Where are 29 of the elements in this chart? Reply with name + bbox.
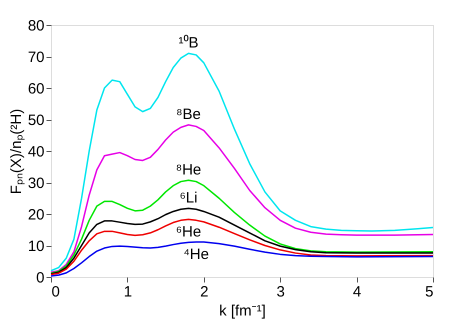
y-tick-label: 20	[28, 206, 44, 224]
y-tick-label: 70	[28, 49, 44, 66]
x-tick-label: 1	[124, 284, 132, 300]
line-series	[50, 218, 434, 276]
annotation: ¹⁰B	[178, 34, 199, 52]
annotation: ⁴He	[183, 246, 209, 264]
x-axis-title: k [fm⁻¹]	[219, 302, 266, 320]
y-tick-label: 10	[28, 238, 44, 255]
line-series	[50, 180, 434, 274]
y-axis-title: Fₚₙ(X)/nₚ(²H)	[8, 108, 25, 194]
annotation: ⁸He	[176, 161, 202, 178]
y-tick-label: 30	[28, 175, 44, 192]
annotation: ⁸Be	[176, 106, 201, 123]
x-tick-label: 2	[200, 284, 208, 300]
y-tick-label: 0	[36, 270, 44, 286]
y-tick-label: 50	[28, 112, 44, 129]
line-series	[50, 124, 434, 274]
x-tick-label: 3	[276, 284, 285, 300]
annotation: ⁶He	[176, 223, 202, 240]
annotation: ⁶Li	[180, 189, 198, 206]
y-tick-label: 40	[28, 144, 44, 160]
x-tick-label: 4	[352, 284, 362, 300]
line-series	[50, 208, 434, 275]
y-tick-label: 80	[28, 18, 44, 34]
x-tick-label: 0	[52, 284, 60, 300]
x-tick-label: 5	[425, 284, 434, 300]
y-tick-label: 60	[28, 80, 44, 98]
line-series	[50, 241, 434, 277]
line-series	[50, 52, 434, 272]
